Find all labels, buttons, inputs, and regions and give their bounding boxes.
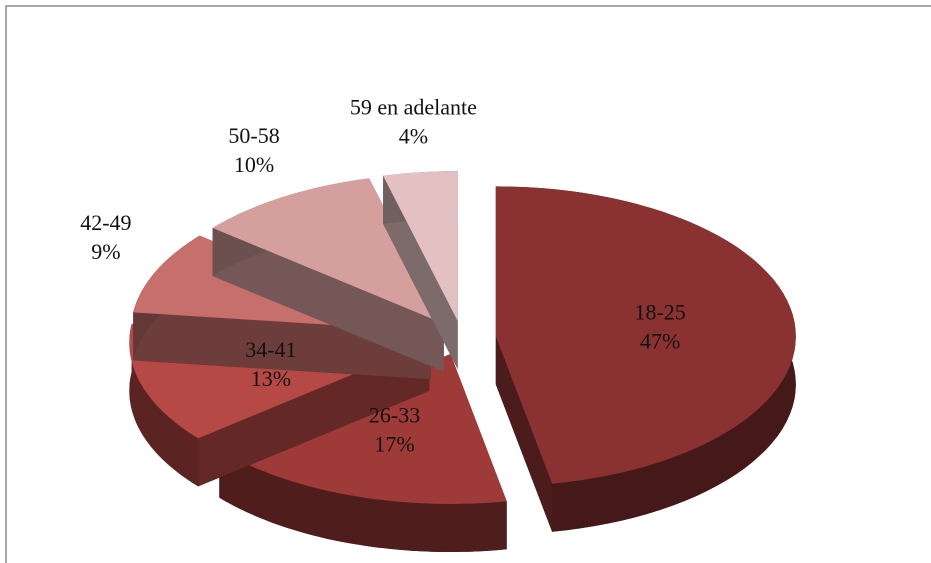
slice-wall [495, 336, 553, 532]
data-label-value: 4% [399, 124, 428, 149]
slice-side [219, 449, 507, 552]
data-label-category: 50-58 [228, 123, 279, 148]
pie-slice-group [495, 186, 796, 532]
pie-slice [219, 354, 507, 504]
data-label-category: 26-33 [369, 403, 420, 428]
pie-slice [383, 171, 458, 322]
data-label-value: 13% [251, 366, 291, 391]
data-label-category: 18-25 [634, 300, 685, 325]
slice-side [129, 323, 199, 487]
pie-slice-group [383, 171, 458, 370]
slice-wall [383, 175, 458, 370]
data-label-value: 47% [640, 329, 680, 354]
data-label-value: 10% [234, 152, 274, 177]
data-label-category: 42-49 [80, 210, 131, 235]
data-label-category: 34-41 [245, 337, 296, 362]
pie-slice [495, 186, 796, 484]
slice-wall [212, 228, 444, 372]
data-label-value: 17% [374, 432, 414, 457]
data-label-value: 9% [91, 239, 120, 264]
data-label-category: 59 en adelante [350, 95, 477, 120]
